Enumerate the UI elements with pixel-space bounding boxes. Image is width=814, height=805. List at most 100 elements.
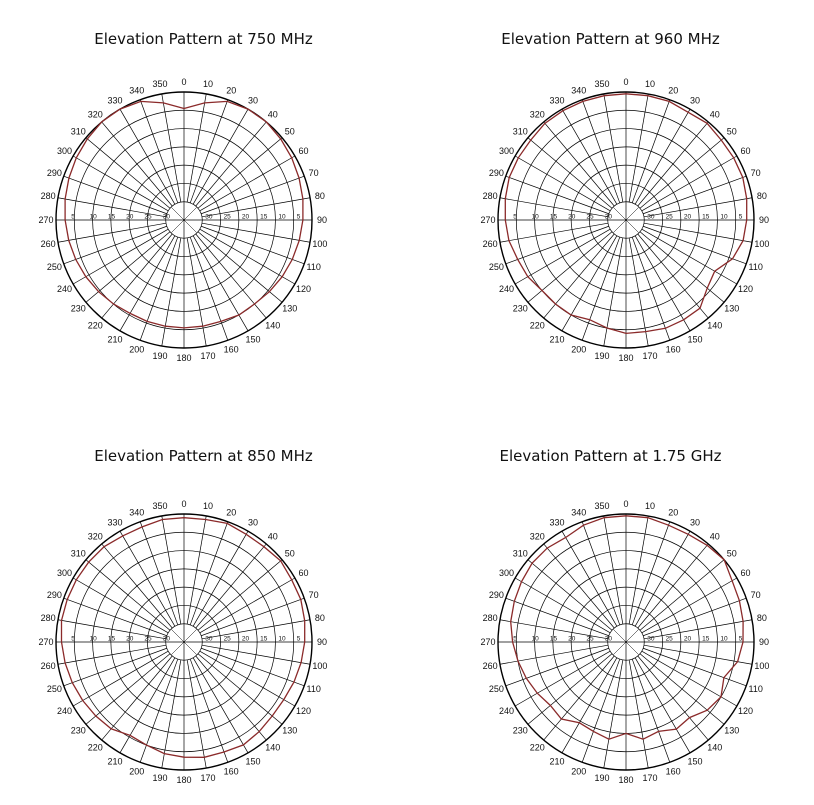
angle-tick-label: 280 (483, 191, 498, 201)
grid-spoke (192, 657, 249, 754)
angle-tick-label: 180 (618, 775, 633, 785)
angle-tick-label: 250 (489, 684, 504, 694)
grid-spoke (643, 597, 747, 637)
ring-tick-label: 25 (144, 214, 152, 221)
angle-tick-label: 300 (57, 146, 72, 156)
angle-tick-label: 280 (41, 613, 56, 623)
grid-spoke (161, 515, 182, 625)
angle-tick-label: 130 (724, 304, 739, 314)
angle-tick-label: 110 (748, 684, 762, 694)
grid-spoke (183, 219, 198, 234)
grid-spoke (499, 222, 609, 243)
grid-spoke (57, 644, 167, 665)
ring-tick-label: 20 (568, 214, 576, 221)
grid-spoke (139, 237, 179, 341)
angle-tick-label: 170 (642, 773, 657, 783)
grid-spoke (643, 175, 747, 215)
grid-spoke (161, 659, 182, 769)
ring-tick-label: 15 (260, 214, 268, 221)
angle-tick-label: 120 (296, 284, 311, 294)
grid-spoke (625, 641, 640, 656)
ring-tick-label: 25 (586, 636, 594, 643)
grid-spoke (643, 197, 753, 218)
angle-tick-label: 190 (595, 773, 610, 783)
grid-spoke (85, 559, 171, 631)
grid-spoke (201, 647, 305, 687)
angle-tick-label: 110 (306, 684, 320, 694)
angle-tick-label: 10 (645, 79, 655, 89)
angle-tick-label: 200 (571, 767, 586, 777)
grid-spoke (561, 530, 618, 627)
angle-tick-label: 310 (513, 126, 528, 136)
grid-spoke (85, 653, 171, 725)
angle-tick-label: 250 (47, 684, 62, 694)
angle-tick-label: 40 (710, 531, 720, 541)
grid-spoke (192, 530, 249, 627)
grid-spoke (612, 628, 627, 643)
grid-spoke (197, 653, 283, 725)
ring-tick-label: 15 (260, 636, 268, 643)
angle-tick-label: 250 (489, 262, 504, 272)
angle-tick-label: 140 (707, 743, 722, 753)
angle-tick-label: 230 (71, 726, 86, 736)
angle-tick-label: 150 (245, 335, 260, 345)
grid-spoke (57, 197, 167, 218)
grid-spoke (625, 206, 640, 221)
grid-spoke (612, 641, 627, 656)
grid-spoke (189, 659, 229, 763)
angle-tick-label: 120 (738, 706, 753, 716)
grid-spoke (201, 175, 305, 215)
angle-tick-label: 270 (480, 637, 495, 647)
angle-tick-label: 350 (153, 79, 168, 89)
angle-tick-label: 90 (317, 215, 327, 225)
angle-tick-label: 180 (176, 775, 191, 785)
angle-tick-label: 20 (668, 507, 678, 517)
grid-spoke (192, 108, 249, 205)
grid-spoke (72, 577, 169, 634)
angle-tick-label: 320 (530, 531, 545, 541)
angle-tick-label: 30 (248, 95, 258, 105)
grid-spoke (186, 93, 207, 203)
angle-tick-label: 40 (268, 531, 278, 541)
grid-spoke (631, 521, 671, 625)
grid-spoke (170, 206, 185, 221)
angle-tick-label: 310 (71, 548, 86, 558)
angle-tick-label: 180 (176, 353, 191, 363)
angle-tick-label: 30 (690, 95, 700, 105)
angle-tick-label: 140 (707, 321, 722, 331)
ring-tick-label: 25 (586, 214, 594, 221)
grid-spoke (603, 93, 624, 203)
angle-tick-label: 230 (513, 304, 528, 314)
grid-spoke (201, 222, 311, 243)
grid-spoke (72, 650, 169, 707)
grid-spoke (634, 530, 691, 627)
grid-spoke (195, 233, 267, 319)
ring-tick-label: 5 (297, 636, 301, 643)
angle-tick-label: 0 (181, 77, 186, 87)
ring-tick-label: 15 (108, 214, 116, 221)
grid-spoke (514, 650, 611, 707)
grid-spoke (161, 237, 182, 347)
angle-tick-label: 320 (88, 109, 103, 119)
ring-tick-label: 15 (108, 636, 116, 643)
grid-spoke (201, 197, 311, 218)
grid-spoke (186, 515, 207, 625)
ring-tick-label: 25 (224, 214, 232, 221)
grid-spoke (527, 653, 613, 725)
grid-spoke (527, 231, 613, 303)
ring-tick-label: 5 (71, 636, 75, 643)
angle-tick-label: 340 (571, 507, 586, 517)
grid-spoke (603, 659, 624, 769)
grid-spoke (625, 219, 640, 234)
ring-tick-label: 5 (71, 214, 75, 221)
angle-tick-label: 60 (299, 568, 309, 578)
angle-tick-label: 0 (181, 499, 186, 509)
grid-spoke (581, 659, 621, 763)
angle-tick-label: 70 (751, 168, 761, 178)
angle-tick-label: 220 (530, 321, 545, 331)
angle-tick-label: 150 (687, 757, 702, 767)
grid-spoke (543, 655, 615, 741)
angle-tick-label: 310 (513, 548, 528, 558)
grid-spoke (119, 530, 176, 627)
